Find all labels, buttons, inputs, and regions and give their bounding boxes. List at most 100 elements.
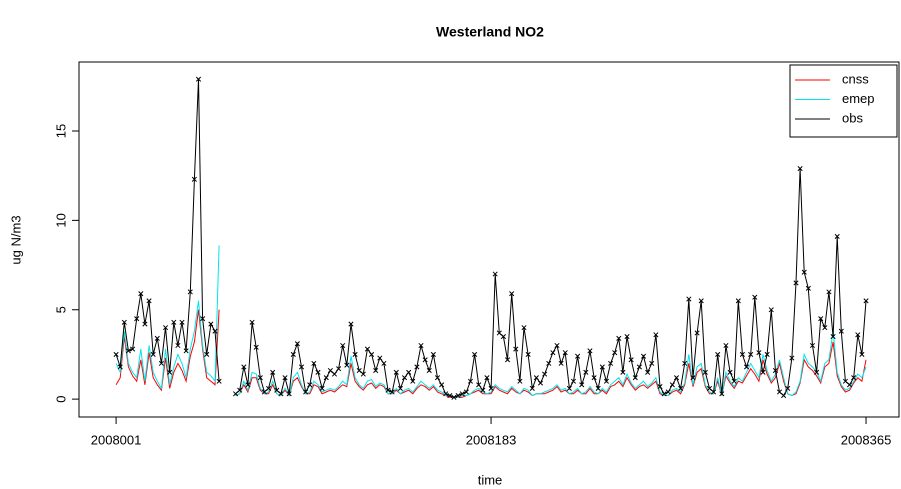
legend-label: obs [842, 110, 863, 125]
point-marker [665, 389, 671, 395]
point-marker [162, 325, 169, 331]
point-marker [645, 369, 651, 375]
point-marker [212, 328, 218, 334]
point-marker [434, 375, 441, 381]
point-marker [134, 316, 140, 322]
point-marker [525, 351, 531, 357]
point-marker [397, 385, 403, 391]
point-marker [484, 375, 490, 381]
point-marker [776, 389, 783, 395]
point-marker [265, 385, 272, 391]
x-axis-label: time [478, 472, 503, 487]
y-tick-label: 15 [53, 124, 68, 138]
point-marker [245, 382, 251, 388]
point-marker [533, 375, 539, 381]
x-tick-label: 2008001 [91, 432, 142, 447]
point-marker [818, 316, 824, 322]
point-marker [406, 369, 412, 375]
point-marker [117, 364, 123, 370]
point-marker [822, 325, 828, 331]
point-marker [340, 342, 346, 349]
point-marker [640, 353, 647, 359]
point-marker [257, 375, 263, 381]
point-marker [570, 378, 577, 384]
point-marker [401, 375, 408, 381]
point-marker [649, 360, 655, 366]
point-marker [768, 307, 774, 313]
point-marker [356, 367, 362, 374]
point-marker [673, 375, 680, 381]
point-marker [253, 344, 259, 350]
point-marker [422, 357, 428, 363]
point-marker [381, 360, 387, 366]
series-line [115, 79, 867, 398]
chart-title: Westerland NO2 [436, 24, 544, 40]
point-marker [781, 392, 787, 399]
point-marker [682, 360, 688, 366]
point-marker [809, 342, 816, 349]
point-marker [715, 351, 721, 357]
point-marker [546, 360, 552, 366]
point-marker [183, 348, 189, 354]
x-tick-label: 2008365 [841, 432, 892, 447]
point-marker [130, 346, 136, 352]
point-marker [686, 296, 692, 302]
point-marker [237, 387, 243, 393]
point-marker [385, 387, 391, 393]
point-marker [748, 351, 754, 357]
point-marker [628, 357, 634, 363]
point-marker [323, 375, 329, 381]
point-marker [608, 360, 614, 366]
point-marker [443, 391, 449, 397]
point-marker [719, 391, 725, 397]
legend-label: emep [842, 91, 875, 106]
point-marker [200, 316, 206, 322]
point-marker [393, 369, 399, 375]
point-marker [661, 391, 667, 397]
y-tick-label: 10 [53, 213, 68, 227]
point-marker [504, 357, 511, 363]
point-marker [500, 334, 506, 340]
point-marker [616, 335, 622, 341]
point-marker [575, 353, 581, 359]
point-marker [154, 335, 160, 341]
point-marker [842, 378, 848, 384]
point-marker [319, 385, 325, 391]
point-marker [315, 369, 321, 375]
point-marker [389, 389, 395, 395]
point-marker [678, 385, 684, 391]
point-marker [834, 233, 840, 240]
point-marker [863, 298, 869, 304]
point-marker [859, 351, 865, 357]
point-marker [270, 369, 276, 375]
point-marker [439, 382, 445, 388]
point-marker [789, 355, 795, 361]
point-marker [830, 334, 836, 340]
point-marker [377, 355, 383, 361]
point-marker [303, 389, 309, 395]
point-marker [760, 369, 766, 375]
point-marker [496, 330, 502, 336]
point-marker [187, 289, 193, 295]
point-marker [566, 385, 572, 391]
point-marker [855, 332, 861, 338]
point-marker [336, 366, 342, 372]
point-marker [764, 351, 770, 357]
y-axis-label: ug N/m3 [8, 215, 23, 264]
point-marker [529, 385, 535, 391]
point-marker [657, 384, 663, 390]
x-tick-label: 2008183 [466, 432, 517, 447]
point-marker [307, 382, 313, 388]
point-marker [591, 375, 597, 381]
point-marker [690, 375, 696, 381]
point-marker [669, 382, 675, 388]
point-marker [756, 350, 762, 356]
point-marker [146, 298, 152, 304]
point-marker [414, 364, 420, 370]
point-marker [731, 378, 737, 384]
point-marker [290, 351, 296, 357]
point-marker [294, 341, 300, 347]
point-marker [191, 176, 197, 182]
point-marker [463, 389, 469, 395]
